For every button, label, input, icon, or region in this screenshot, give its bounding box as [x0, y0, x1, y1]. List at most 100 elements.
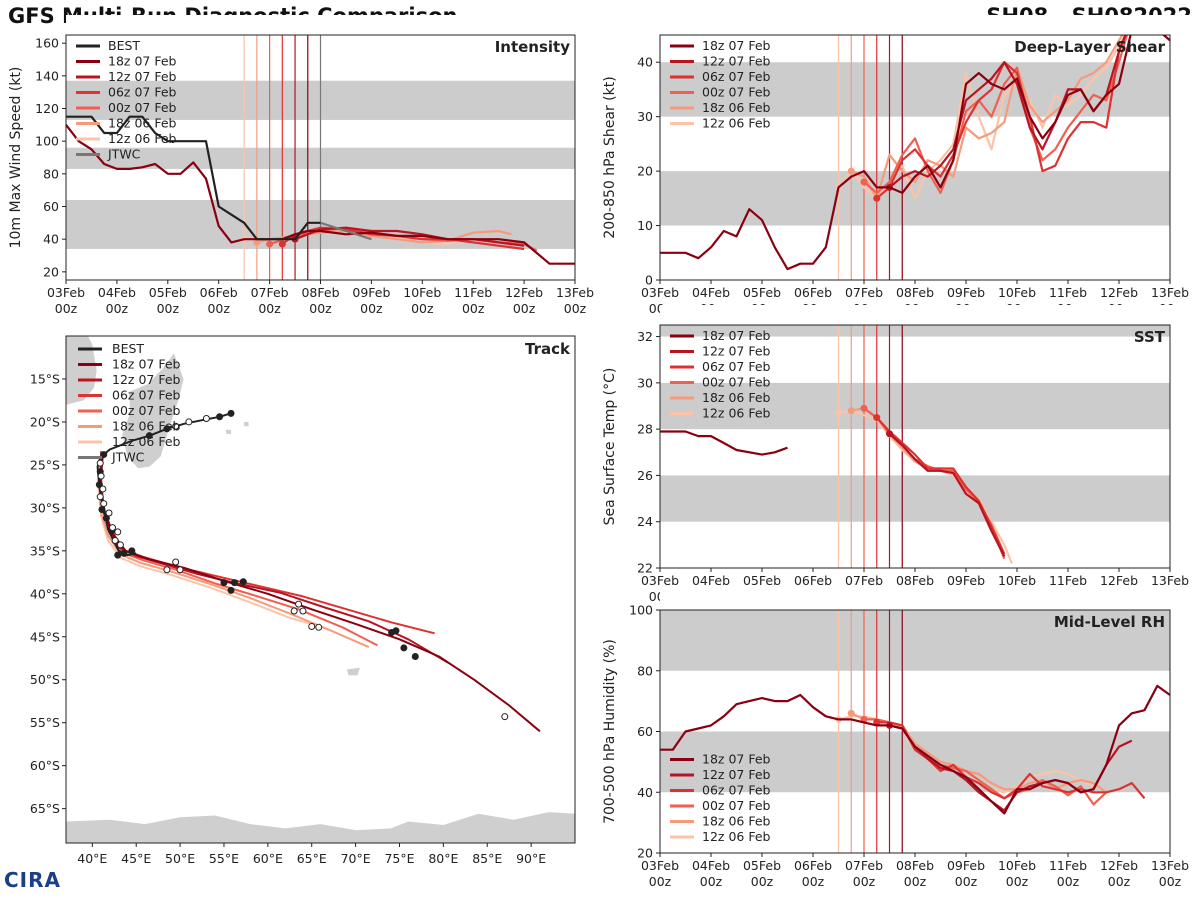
antarctica [66, 812, 575, 843]
start-point-06z-07-feb [278, 240, 286, 248]
position-marker-filled [163, 425, 171, 433]
y-axis-label: 700-500 hPa Humidity (%) [602, 639, 618, 824]
y-tick-label: 80 [43, 166, 59, 181]
y-tick-label: 80 [637, 663, 653, 678]
panel-title: Mid-Level RH [1054, 613, 1165, 631]
legend-label-18z-07-feb: 18z 07 Feb [702, 328, 771, 343]
legend-label-12z-06-feb: 12z 06 Feb [702, 406, 771, 421]
legend-label-00z-07-feb: 00z 07 Feb [112, 403, 181, 418]
track-panel: 40°E 45°E 50°E 55°E 60°E 65°E 70°E 75°E 80°E 85°E… [30, 335, 576, 866]
position-marker-filled [216, 413, 224, 421]
y-axis-label: 200-850 hPa Shear (kt) [602, 76, 618, 238]
panel-title: SST [1134, 328, 1166, 346]
legend-label-18z-06-feb: 18z 06 Feb [702, 814, 771, 829]
x-tick-label: 05Feb [743, 285, 781, 300]
x-tick-label: 00z [1108, 874, 1131, 889]
start-point-00z-07-feb [266, 240, 274, 248]
x-tick-label: 13Feb [1151, 573, 1189, 588]
x-tick-label: 06Feb [794, 858, 832, 873]
x-tick-label: 05Feb [149, 285, 187, 300]
y-axis-label: 10m Max Wind Speed (kt) [8, 67, 24, 249]
position-marker-open [109, 524, 117, 532]
lat-label: 35°S [30, 543, 60, 558]
x-tick-label: 03Feb [641, 858, 679, 873]
y-tick-label: 10 [637, 218, 653, 233]
lat-label: 20°S [30, 414, 60, 429]
x-tick-label: 11Feb [454, 285, 492, 300]
x-tick-label: 00z [649, 874, 672, 889]
legend-label-12z-06-feb: 12z 06 Feb [112, 434, 181, 449]
shear-panel: 03Feb00z04Feb00z05Feb00z06Feb00z07Feb00z… [602, 15, 1200, 316]
x-tick-label: 07Feb [251, 285, 289, 300]
x-tick-label: 00z [1057, 874, 1080, 889]
y-tick-label: 28 [637, 422, 653, 437]
mauritius-island [244, 421, 249, 427]
y-tick-label: 100 [35, 134, 59, 149]
x-tick-label: 07Feb [845, 858, 883, 873]
position-marker-open [172, 422, 180, 430]
y-tick-label: 40 [43, 232, 59, 247]
legend-label-06z-07-feb: 06z 07 Feb [112, 388, 181, 403]
series-best [66, 115, 321, 241]
position-marker-open [96, 493, 104, 501]
lon-label: 50°E [165, 851, 195, 866]
x-tick-label: 13Feb [556, 285, 594, 300]
legend-label-12z-07-feb: 12z 07 Feb [108, 69, 177, 84]
y-tick-label: 32 [637, 329, 653, 344]
x-tick-label: 00z [55, 301, 78, 316]
position-marker-open [315, 623, 323, 631]
y-tick-label: 140 [35, 68, 59, 83]
position-marker-open [100, 500, 108, 508]
x-tick-label: 10Feb [998, 285, 1036, 300]
y-tick-label: 40 [637, 55, 653, 70]
panel-title: Track [525, 340, 571, 358]
x-tick-label: 12Feb [1100, 285, 1138, 300]
cira-logo: CIRA [4, 868, 61, 892]
legend-label-jtwc: JTWC [111, 450, 145, 465]
kerguelen-islands [346, 667, 360, 676]
series-00z-07-feb [863, 18, 1133, 194]
position-marker-open [176, 566, 184, 574]
position-marker-open [105, 509, 113, 517]
x-tick-label: 00z [207, 301, 230, 316]
x-tick-label: 09Feb [947, 858, 985, 873]
x-tick-label: 00z [258, 301, 281, 316]
position-marker-open [202, 414, 210, 422]
x-tick-label: 03Feb [47, 285, 85, 300]
position-marker-open [308, 622, 316, 630]
start-point-18z-06-feb [847, 407, 855, 415]
x-tick-label: 10Feb [403, 285, 441, 300]
x-tick-label: 00z [360, 301, 383, 316]
position-marker-open [111, 537, 119, 545]
x-tick-label: 11Feb [1049, 573, 1087, 588]
position-marker-filled [400, 644, 408, 652]
series-06z-07-feb [875, 416, 1006, 555]
x-tick-label: 12Feb [1100, 573, 1138, 588]
y-tick-label: 26 [637, 468, 653, 483]
x-tick-label: 03Feb [641, 285, 679, 300]
legend-label-18z-06-feb: 18z 06 Feb [702, 390, 771, 405]
clip-top [660, 590, 1200, 610]
intensity-panel: 03Feb00z04Feb00z05Feb00z06Feb00z07Feb00z… [8, 15, 605, 316]
position-marker-filled [227, 586, 235, 594]
panel-title: Intensity [495, 38, 571, 56]
x-tick-label: 09Feb [947, 285, 985, 300]
lat-label: 45°S [30, 629, 60, 644]
legend-label-12z-06-feb: 12z 06 Feb [702, 829, 771, 844]
lon-label: 85°E [472, 851, 502, 866]
y-tick-label: 20 [637, 164, 653, 179]
x-tick-label: 04Feb [692, 573, 730, 588]
position-marker-filled [239, 578, 247, 586]
x-tick-label: 00z [157, 301, 180, 316]
y-tick-label: 100 [629, 603, 653, 618]
x-tick-label: 00z [904, 874, 927, 889]
position-marker-open [99, 485, 107, 493]
x-tick-label: 11Feb [1049, 858, 1087, 873]
x-tick-label: 09Feb [947, 573, 985, 588]
y-tick-label: 24 [637, 514, 653, 529]
lon-label: 45°E [121, 851, 151, 866]
shaded-band-0 [660, 475, 1170, 522]
y-tick-label: 30 [637, 375, 653, 390]
lon-label: 60°E [253, 851, 283, 866]
clip-top [660, 15, 1200, 35]
